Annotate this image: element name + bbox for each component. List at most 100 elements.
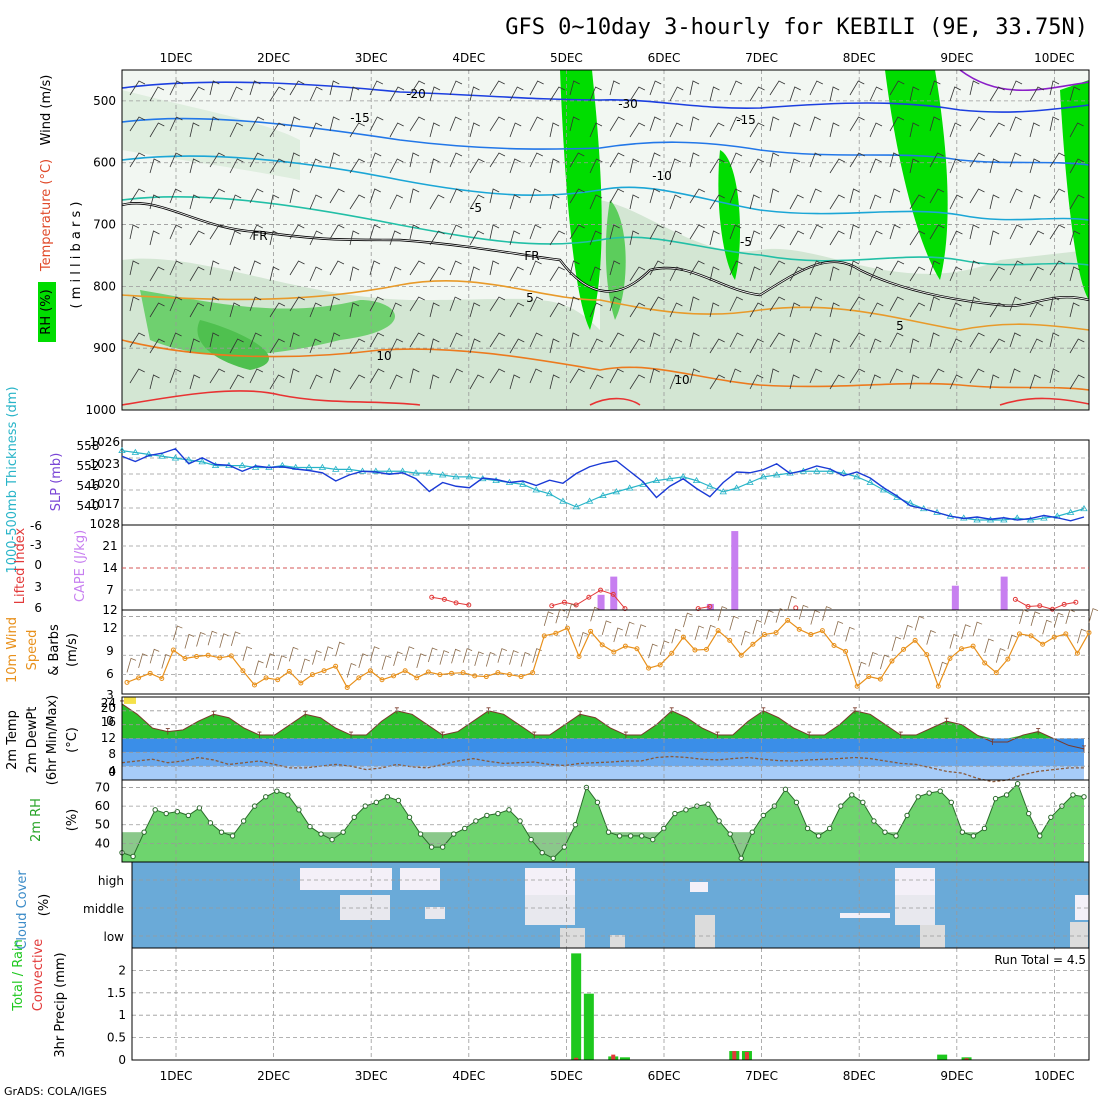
wind-barb [849, 116, 865, 132]
wind-barb [349, 230, 360, 246]
wind-barb [429, 122, 440, 138]
wind-barb [1049, 368, 1060, 384]
wind-barb [789, 86, 801, 102]
wind-speed-point [217, 655, 223, 661]
wind-barb [289, 332, 300, 348]
contour-label: -15 [350, 111, 370, 125]
thickness-marker [652, 476, 661, 484]
run-total-box [962, 950, 1088, 968]
wind-barb [829, 122, 840, 138]
wind-barb [689, 260, 705, 276]
wind-barb [589, 194, 603, 210]
wind-barb [709, 338, 725, 354]
surface-wind-barb [787, 595, 797, 611]
wind-barb [189, 122, 200, 138]
wind-barb [469, 86, 480, 102]
wind-barb [469, 266, 480, 282]
surface-wind-barb [543, 611, 554, 626]
isotherm-contour [121, 280, 1090, 331]
upper-air-frame [121, 69, 1090, 411]
wind-barb [209, 260, 220, 276]
wind-barb [249, 80, 261, 96]
lifted-index-point [1073, 599, 1079, 605]
wind-barb [829, 374, 845, 390]
wind-barb [1029, 86, 1045, 102]
wind-barb [829, 230, 845, 246]
bottom-x-tick-label: 10DEC [1034, 1069, 1074, 1083]
rh-point [473, 818, 479, 824]
wind-barb [129, 80, 146, 96]
rh-green-plume [885, 70, 948, 280]
wind-barb [729, 332, 744, 348]
thickness-marker [1080, 504, 1088, 512]
wind-barb [809, 368, 823, 384]
wind-speed-point [982, 660, 988, 666]
wind-barb [629, 122, 646, 138]
rh-point [937, 788, 943, 794]
wind-barb [489, 224, 500, 240]
wind-barb [269, 158, 286, 174]
cloud-cell [895, 895, 935, 925]
rh-point [650, 836, 656, 843]
wind-barb [389, 122, 404, 138]
wind-speed-point [402, 668, 408, 674]
wind-speed-point [159, 675, 165, 681]
wind-speed-point [924, 652, 930, 658]
thickness-marker [198, 458, 206, 465]
wind-speed-point [738, 652, 744, 658]
wind-speed-point [495, 670, 501, 676]
wind-barb [949, 194, 964, 210]
wind-speed-point [182, 655, 188, 661]
wind-barb [1029, 374, 1041, 390]
wind-barb [249, 152, 264, 168]
wind-barb [929, 116, 941, 132]
wind-barb [329, 224, 345, 240]
wind-barb [229, 86, 243, 102]
wind-barb [669, 122, 683, 138]
rh-point [1014, 781, 1021, 787]
rh-point [318, 831, 324, 837]
cape-tick-label: 14 [102, 561, 117, 575]
wind-speed-point [425, 669, 431, 675]
wind-barb [489, 116, 506, 132]
wind-barb [769, 368, 780, 384]
temp-minmax-marker [303, 710, 308, 718]
wind-barb [689, 188, 706, 204]
wind-barb [1069, 266, 1080, 282]
wind-barb [509, 86, 524, 102]
wind-barb [369, 116, 384, 132]
wind-speed-point [634, 646, 640, 652]
wind-barb [1009, 224, 1024, 240]
surface-wind-barb [1030, 611, 1041, 626]
wind-barb [849, 188, 860, 204]
wind-barb [1049, 188, 1066, 204]
wind-barb [249, 332, 262, 348]
wind-barb [929, 224, 945, 240]
rh-tick-label: 40 [95, 836, 110, 850]
slp-tick-label: 1017 [89, 497, 120, 511]
wind-barb [469, 158, 485, 174]
precip-tick-label: 1.5 [107, 986, 126, 1000]
wind-barb [129, 260, 140, 276]
temp-minmax-marker [623, 731, 628, 739]
wind-barb [589, 374, 604, 390]
wind-barb [429, 86, 441, 102]
wind-speed-point [356, 675, 362, 681]
wind-speed-point [136, 675, 142, 681]
wind-barb [489, 368, 506, 384]
rh-point [871, 818, 877, 824]
top-x-tick-label: 7DEC [745, 51, 778, 65]
wind-barb [629, 158, 640, 174]
wind-barb [909, 266, 926, 282]
lifted-index-point [1049, 606, 1055, 612]
wind-barb [409, 332, 425, 348]
surface-wind-barb [254, 660, 264, 676]
wind-barb [289, 188, 300, 204]
rh-point [594, 799, 601, 806]
wind-barb [389, 194, 403, 210]
wind-barb [909, 302, 926, 318]
wind-barb [429, 266, 445, 282]
temp-minmax-marker [898, 731, 903, 739]
wind-barb [689, 116, 700, 132]
wind-speed-point [391, 673, 397, 679]
